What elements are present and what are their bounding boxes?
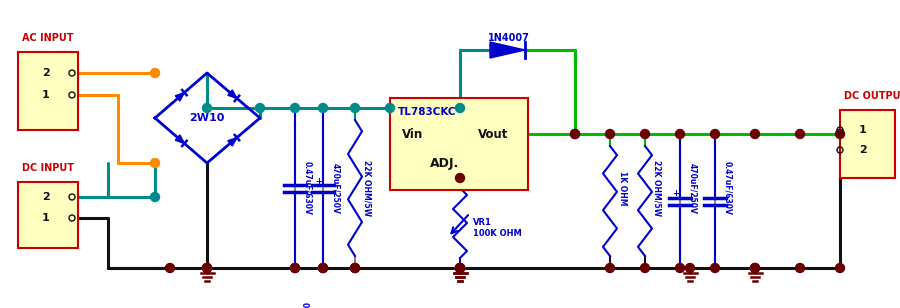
Circle shape <box>641 129 650 139</box>
Text: 22K OHM/5W: 22K OHM/5W <box>653 160 662 216</box>
Circle shape <box>796 264 805 273</box>
Text: 2W10: 2W10 <box>189 113 225 123</box>
Text: 1N4007: 1N4007 <box>488 33 530 43</box>
Circle shape <box>350 264 359 273</box>
Text: 470uF/250V: 470uF/250V <box>331 163 340 213</box>
Circle shape <box>319 264 328 273</box>
Text: 1: 1 <box>42 90 50 100</box>
Circle shape <box>455 103 464 112</box>
Text: Vout: Vout <box>478 128 508 140</box>
Circle shape <box>291 264 300 273</box>
Bar <box>840 110 895 178</box>
Text: VR1
100K OHM: VR1 100K OHM <box>473 218 522 238</box>
Circle shape <box>455 264 464 273</box>
Circle shape <box>676 129 685 139</box>
Circle shape <box>455 264 464 273</box>
Circle shape <box>350 264 359 273</box>
Circle shape <box>319 103 328 112</box>
Text: 2: 2 <box>42 192 50 202</box>
Circle shape <box>202 264 211 273</box>
Circle shape <box>571 129 580 139</box>
Text: DC INPUT: DC INPUT <box>22 163 74 173</box>
Text: DC OUTPUT: DC OUTPUT <box>844 91 900 101</box>
Text: 2: 2 <box>42 68 50 78</box>
Circle shape <box>835 264 844 273</box>
Circle shape <box>291 264 300 273</box>
Circle shape <box>676 264 685 273</box>
Circle shape <box>350 103 359 112</box>
Circle shape <box>641 264 650 273</box>
Circle shape <box>796 129 805 139</box>
Text: +: + <box>672 189 680 198</box>
Circle shape <box>150 68 159 78</box>
Text: 470uF/250V: 470uF/250V <box>688 163 697 213</box>
Bar <box>390 98 528 190</box>
Polygon shape <box>176 135 184 144</box>
Circle shape <box>710 129 719 139</box>
Circle shape <box>150 192 159 201</box>
Circle shape <box>291 103 300 112</box>
Text: ADJ.: ADJ. <box>430 157 460 171</box>
Circle shape <box>319 264 328 273</box>
Circle shape <box>751 129 760 139</box>
Text: 1K OHM: 1K OHM <box>618 171 627 205</box>
Circle shape <box>385 103 394 112</box>
Circle shape <box>202 103 211 112</box>
Text: +: + <box>316 176 322 185</box>
Circle shape <box>571 129 580 139</box>
Circle shape <box>606 129 615 139</box>
Circle shape <box>835 129 844 139</box>
Circle shape <box>606 264 615 273</box>
Polygon shape <box>176 93 184 101</box>
Text: 0.47uF/630V: 0.47uF/630V <box>303 161 312 215</box>
Circle shape <box>256 103 265 112</box>
Circle shape <box>455 264 464 273</box>
Polygon shape <box>228 138 237 146</box>
Text: Vin: Vin <box>402 128 423 140</box>
Text: AC INPUT: AC INPUT <box>22 33 74 43</box>
Circle shape <box>710 264 719 273</box>
Text: TL783CKC: TL783CKC <box>398 107 456 117</box>
Polygon shape <box>490 42 525 58</box>
Circle shape <box>455 173 464 183</box>
Text: 0.47uF/630V: 0.47uF/630V <box>300 302 309 308</box>
Circle shape <box>455 264 464 273</box>
Circle shape <box>150 159 159 168</box>
Circle shape <box>202 264 211 273</box>
Text: 1: 1 <box>42 213 50 223</box>
Circle shape <box>686 264 695 273</box>
Bar <box>18 182 78 248</box>
Circle shape <box>751 264 760 273</box>
Circle shape <box>166 264 175 273</box>
Polygon shape <box>228 90 237 99</box>
Circle shape <box>751 264 760 273</box>
Bar <box>18 52 78 130</box>
Text: 1: 1 <box>860 125 867 135</box>
Text: 0.47uF/630V: 0.47uF/630V <box>723 161 732 215</box>
Text: 2: 2 <box>860 145 867 155</box>
Text: 22K OHM/5W: 22K OHM/5W <box>363 160 372 216</box>
Circle shape <box>202 264 211 273</box>
